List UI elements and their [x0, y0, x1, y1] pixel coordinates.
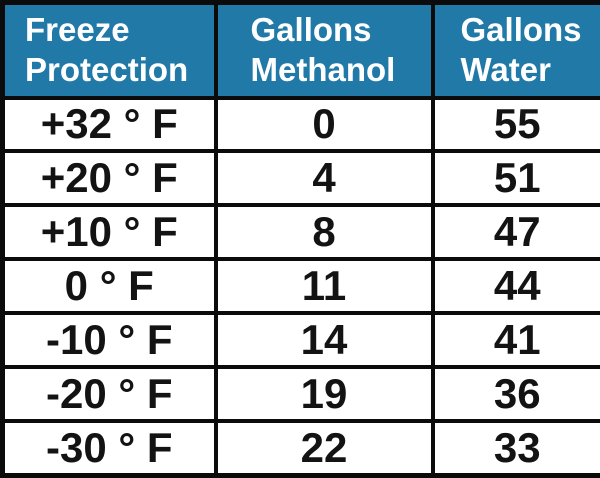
cell-gallons-water: 36 — [430, 365, 600, 423]
table-header: Freeze Protection Gallons Methanol Gallo… — [0, 0, 600, 100]
cell-gallons-water: 41 — [430, 311, 600, 370]
header-row: Freeze Protection Gallons Methanol Gallo… — [0, 0, 600, 100]
header-gallons-water: Gallons Water — [430, 0, 600, 100]
cell-gallons-methanol: 4 — [213, 149, 435, 208]
table-row: 0 ° F 11 44 — [0, 257, 600, 316]
cell-freeze-temp: -30 ° F — [0, 418, 218, 478]
cell-freeze-temp: 0 ° F — [0, 257, 218, 316]
cell-freeze-temp: +32 ° F — [0, 95, 218, 154]
header-freeze-protection: Freeze Protection — [0, 0, 218, 100]
table-row: -10 ° F 14 41 — [0, 311, 600, 370]
cell-gallons-water: 55 — [430, 95, 600, 154]
cell-gallons-methanol: 11 — [213, 257, 435, 316]
table-body: +32 ° F 0 55 +20 ° F 4 51 +10 ° F 8 47 0… — [0, 95, 600, 478]
table-row: -30 ° F 22 33 — [0, 418, 600, 478]
table-row: -20 ° F 19 36 — [0, 365, 600, 423]
cell-gallons-methanol: 19 — [213, 365, 435, 423]
cell-gallons-water: 51 — [430, 149, 600, 208]
table-row: +20 ° F 4 51 — [0, 149, 600, 208]
cell-gallons-water: 33 — [430, 418, 600, 478]
cell-freeze-temp: +10 ° F — [0, 203, 218, 262]
cell-gallons-water: 47 — [430, 203, 600, 262]
cell-gallons-methanol: 8 — [213, 203, 435, 262]
cell-gallons-methanol: 14 — [213, 311, 435, 370]
cell-gallons-water: 44 — [430, 257, 600, 316]
table-row: +10 ° F 8 47 — [0, 203, 600, 262]
cell-gallons-methanol: 22 — [213, 418, 435, 478]
cell-freeze-temp: +20 ° F — [0, 149, 218, 208]
cell-gallons-methanol: 0 — [213, 95, 435, 154]
table-row: +32 ° F 0 55 — [0, 95, 600, 154]
cell-freeze-temp: -10 ° F — [0, 311, 218, 370]
header-gallons-methanol: Gallons Methanol — [213, 0, 435, 100]
cell-freeze-temp: -20 ° F — [0, 365, 218, 423]
